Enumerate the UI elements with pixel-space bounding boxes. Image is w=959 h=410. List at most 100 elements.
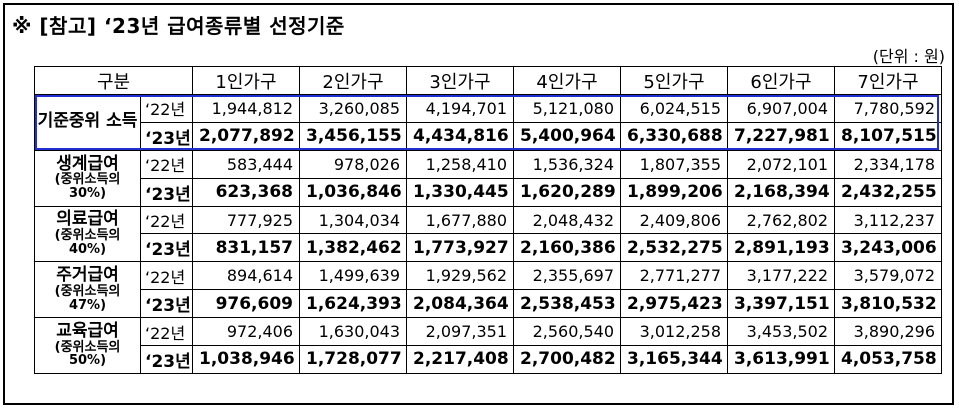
category-cell: 교육급여 (중위소득의 50%): [34, 317, 141, 374]
value-cell: 3,243,006: [834, 233, 942, 263]
value-cell: 1,624,393: [299, 289, 407, 319]
category-name: 기준중위 소득: [37, 111, 138, 132]
category-subtitle: (중위소득의 50%): [54, 339, 121, 369]
value-cell: 1,258,410: [406, 149, 514, 179]
category-name: 의료급여: [56, 209, 119, 230]
table-row: 생계급여 (중위소득의 30%) ‘22년 583,444 978,026 1,258,4…: [34, 149, 942, 207]
value-cell: 2,077,892: [192, 121, 300, 151]
category-cell: 주거급여 (중위소득의 47%): [34, 261, 141, 319]
value-cell: 2,048,432: [513, 205, 621, 235]
value-cell: 3,112,237: [834, 205, 942, 235]
header-col-5: 5인가구: [620, 66, 728, 95]
value-cell: 7,780,592: [834, 94, 942, 123]
header-col-3: 3인가구: [406, 66, 514, 95]
header-col-6: 6인가구: [727, 66, 835, 95]
value-cell: 1,807,355: [620, 149, 728, 179]
value-cell: 2,538,453: [513, 289, 621, 319]
value-cell: 3,810,532: [834, 289, 942, 319]
value-cell: 5,400,964: [513, 121, 621, 151]
value-cell: 6,024,515: [620, 94, 728, 123]
value-cell: 2,432,255: [834, 177, 942, 207]
value-cell: 2,097,351: [406, 317, 514, 347]
value-cell: 2,409,806: [620, 205, 728, 235]
value-cell: 623,368: [192, 177, 300, 207]
year-cell: ‘23년: [140, 177, 193, 207]
table-row: 교육급여 (중위소득의 50%) ‘22년 972,406 1,630,043 2,097…: [34, 317, 942, 374]
table-row: 의료급여 (중위소득의 40%) ‘22년 777,925 1,304,034 1,677…: [34, 205, 942, 263]
year-cell: ‘22년: [140, 317, 193, 347]
value-cell: 4,434,816: [406, 121, 514, 151]
category-name: 교육급여: [56, 320, 119, 341]
value-cell: 777,925: [192, 205, 300, 235]
value-cell: 2,700,482: [513, 345, 621, 374]
value-cell: 2,084,364: [406, 289, 514, 319]
selection-criteria-table: 구분 1인가구 2인가구 3인가구 4인가구 5인가구 6인가구 7인가구 기준…: [34, 66, 942, 374]
value-cell: 2,160,386: [513, 233, 621, 263]
value-cell: 978,026: [299, 149, 407, 179]
table-row: 기준중위 소득 ‘22년 1,944,812 3,260,085 4,194,701 5,…: [34, 94, 942, 151]
header-col-2: 2인가구: [299, 66, 407, 95]
year-cell: ‘22년: [140, 205, 193, 235]
value-cell: 583,444: [192, 149, 300, 179]
header-col-7: 7인가구: [834, 66, 942, 95]
value-cell: 1,036,846: [299, 177, 407, 207]
table-body: 기준중위 소득 ‘22년 1,944,812 3,260,085 4,194,701 5,…: [34, 94, 942, 374]
value-cell: 2,762,802: [727, 205, 835, 235]
header-category: 구분: [34, 66, 193, 95]
value-cell: 3,012,258: [620, 317, 728, 347]
table-row: ‘23년 623,368 1,036,846 1,330,445 1,620,289 1,…: [35, 177, 942, 207]
value-cell: 2,891,193: [727, 233, 835, 263]
table-row: ‘23년 976,609 1,624,393 2,084,364 2,538,453 2,…: [35, 289, 942, 319]
value-cell: 2,334,178: [834, 149, 942, 179]
value-cell: 2,072,101: [727, 149, 835, 179]
value-cell: 1,944,812: [192, 94, 300, 123]
value-cell: 2,168,394: [727, 177, 835, 207]
value-cell: 831,157: [192, 233, 300, 263]
value-cell: 2,532,275: [620, 233, 728, 263]
value-cell: 5,121,080: [513, 94, 621, 123]
value-cell: 1,630,043: [299, 317, 407, 347]
value-cell: 1,773,927: [406, 233, 514, 263]
header-col-4: 4인가구: [513, 66, 621, 95]
value-cell: 3,397,151: [727, 289, 835, 319]
value-cell: 3,890,296: [834, 317, 942, 347]
year-cell: ‘22년: [140, 261, 193, 291]
year-cell: ‘23년: [140, 289, 193, 319]
value-cell: 1,929,562: [406, 261, 514, 291]
value-cell: 2,771,277: [620, 261, 728, 291]
value-cell: 1,382,462: [299, 233, 407, 263]
value-cell: 4,194,701: [406, 94, 514, 123]
value-cell: 2,217,408: [406, 345, 514, 374]
value-cell: 3,177,222: [727, 261, 835, 291]
value-cell: 1,304,034: [299, 205, 407, 235]
page-title: ※ [참고] ‘23년 급여종류별 선정기준: [12, 14, 345, 38]
year-cell: ‘23년: [140, 233, 193, 263]
table-row: 주거급여 (중위소득의 47%) ‘22년 894,614 1,499,639 1,929…: [34, 261, 942, 319]
category-subtitle: (중위소득의 47%): [54, 284, 121, 313]
year-cell: ‘23년: [140, 121, 193, 151]
value-cell: 894,614: [192, 261, 300, 291]
document-frame: [3, 3, 954, 405]
table-header-row: 구분 1인가구 2인가구 3인가구 4인가구 5인가구 6인가구 7인가구: [34, 66, 942, 95]
year-cell: ‘23년: [140, 345, 193, 374]
value-cell: 1,499,639: [299, 261, 407, 291]
value-cell: 2,560,540: [513, 317, 621, 347]
value-cell: 1,620,289: [513, 177, 621, 207]
value-cell: 2,355,697: [513, 261, 621, 291]
category-subtitle: (중위소득의 40%): [54, 228, 121, 257]
value-cell: 976,609: [192, 289, 300, 319]
category-cell: 생계급여 (중위소득의 30%): [34, 149, 141, 207]
table-row: ‘23년 2,077,892 3,456,155 4,434,816 5,400,964…: [35, 121, 942, 151]
category-name: 생계급여: [56, 153, 119, 174]
value-cell: 6,907,004: [727, 94, 835, 123]
category-subtitle: (중위소득의 30%): [54, 172, 121, 202]
value-cell: 3,165,344: [620, 345, 728, 374]
year-cell: ‘22년: [140, 94, 193, 123]
value-cell: 4,053,758: [834, 345, 942, 374]
value-cell: 1,038,946: [192, 345, 300, 374]
value-cell: 3,453,502: [727, 317, 835, 347]
value-cell: 3,456,155: [299, 121, 407, 151]
table-row: ‘23년 1,038,946 1,728,077 2,217,408 2,700,482…: [35, 345, 942, 374]
value-cell: 7,227,981: [727, 121, 835, 151]
value-cell: 6,330,688: [620, 121, 728, 151]
